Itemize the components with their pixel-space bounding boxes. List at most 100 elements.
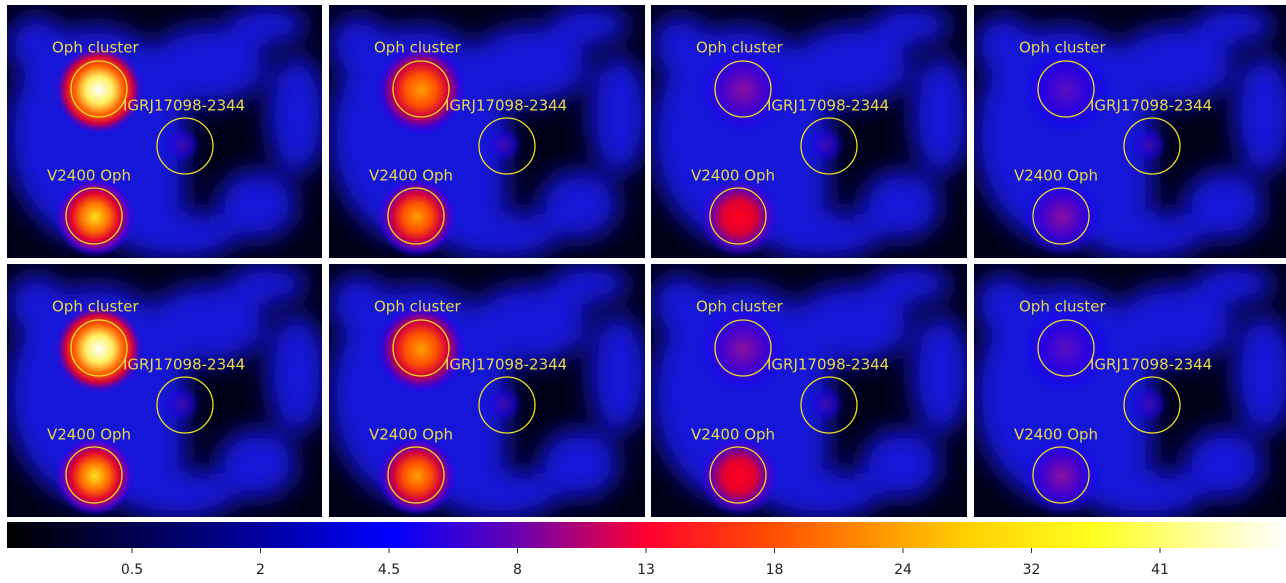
source-oph [54, 304, 144, 394]
panel: Oph cluster IGRJ17098-2344 V2400 Oph [329, 264, 645, 517]
source-label: Oph cluster [374, 298, 461, 316]
region-circle [70, 60, 128, 118]
blob [911, 55, 967, 175]
source-igr [808, 127, 844, 163]
blob [469, 25, 589, 105]
region-circle [714, 319, 772, 377]
blob [1184, 170, 1264, 240]
blob [147, 284, 267, 364]
region-circle [387, 187, 445, 245]
source-label: Oph cluster [52, 298, 139, 316]
blob [7, 274, 67, 334]
region-circle [709, 187, 767, 245]
source-label: V2400 Oph [47, 167, 131, 185]
blob [871, 5, 951, 45]
source-label: IGRJ17098-2344 [767, 97, 889, 115]
region-circle [1037, 60, 1095, 118]
source-oph [376, 304, 466, 394]
source-label: V2400 Oph [1014, 426, 1098, 444]
tick-label: 4.5 [378, 562, 400, 578]
blob [1234, 55, 1286, 175]
region-circle [70, 319, 128, 377]
tick-label: 32 [1023, 562, 1041, 578]
panel-image [7, 5, 322, 258]
region-circle [1037, 319, 1095, 377]
source-label: IGRJ17098-2344 [1090, 356, 1212, 374]
panel-grid: Oph cluster IGRJ17098-2344 V2400 Oph Oph cl… [7, 5, 1286, 517]
blob [227, 264, 307, 304]
blob [791, 25, 911, 105]
source-label: IGRJ17098-2344 [445, 356, 567, 374]
blob [1194, 5, 1274, 45]
source-igr [1131, 386, 1167, 422]
blob [791, 284, 911, 364]
blob [974, 274, 1034, 334]
panel-image [7, 264, 322, 517]
source-label: Oph cluster [1019, 39, 1106, 57]
blob [147, 25, 267, 105]
source-oph [1021, 304, 1111, 394]
blob [217, 170, 297, 240]
tick-label: 18 [766, 562, 784, 578]
source-label: V2400 Oph [691, 167, 775, 185]
source-v2400 [699, 436, 779, 516]
blob [589, 314, 645, 434]
blob [589, 55, 645, 175]
source-label: V2400 Oph [691, 426, 775, 444]
diffuse-emission [7, 264, 322, 517]
blob [329, 274, 389, 334]
blob [539, 170, 619, 240]
blob [651, 15, 711, 75]
source-v2400 [55, 177, 135, 257]
region-circle [1123, 117, 1181, 175]
source-v2400 [377, 177, 457, 257]
region-circle [800, 117, 858, 175]
source-v2400 [1022, 436, 1102, 516]
diffuse-emission [974, 264, 1286, 517]
source-v2400 [55, 436, 135, 516]
source-label: V2400 Oph [369, 426, 453, 444]
source-v2400 [699, 177, 779, 257]
blob [1184, 429, 1264, 499]
source-igr [1131, 127, 1167, 163]
blob [911, 314, 967, 434]
source-label: IGRJ17098-2344 [445, 97, 567, 115]
panel: Oph cluster IGRJ17098-2344 V2400 Oph [651, 5, 967, 258]
region-circle [65, 187, 123, 245]
blob [871, 264, 951, 304]
colorbar [7, 522, 1286, 548]
source-igr [164, 386, 200, 422]
source-igr [486, 386, 522, 422]
source-label: IGRJ17098-2344 [123, 97, 245, 115]
panel: Oph cluster IGRJ17098-2344 V2400 Oph [7, 264, 322, 517]
source-label: Oph cluster [52, 39, 139, 57]
blob [469, 284, 589, 364]
blob [1114, 25, 1234, 105]
panel: Oph cluster IGRJ17098-2344 V2400 Oph [974, 264, 1286, 517]
source-label: IGRJ17098-2344 [767, 356, 889, 374]
blob [227, 5, 307, 45]
tick-label: 24 [894, 562, 912, 578]
panel-image [329, 264, 645, 517]
source-label: V2400 Oph [369, 167, 453, 185]
blob [861, 429, 941, 499]
region-circle [392, 60, 450, 118]
panel: Oph cluster IGRJ17098-2344 V2400 Oph [7, 5, 322, 258]
panel: Oph cluster IGRJ17098-2344 V2400 Oph [974, 5, 1286, 258]
blob [1114, 284, 1234, 364]
region-circle [65, 446, 123, 504]
region-circle [392, 319, 450, 377]
source-oph [698, 45, 788, 135]
tick-label: 8 [513, 562, 522, 578]
source-label: IGRJ17098-2344 [1090, 97, 1212, 115]
source-igr [808, 386, 844, 422]
blob [267, 314, 322, 434]
source-label: V2400 Oph [47, 426, 131, 444]
region-circle [156, 117, 214, 175]
source-label: Oph cluster [696, 298, 783, 316]
colorbar-ticks: 0.5 2 4.5 8 13 18 24 32 41 [121, 548, 1169, 578]
source-v2400 [377, 436, 457, 516]
source-label: Oph cluster [1019, 298, 1106, 316]
tick-label: 41 [1151, 562, 1169, 578]
blob [329, 15, 389, 75]
